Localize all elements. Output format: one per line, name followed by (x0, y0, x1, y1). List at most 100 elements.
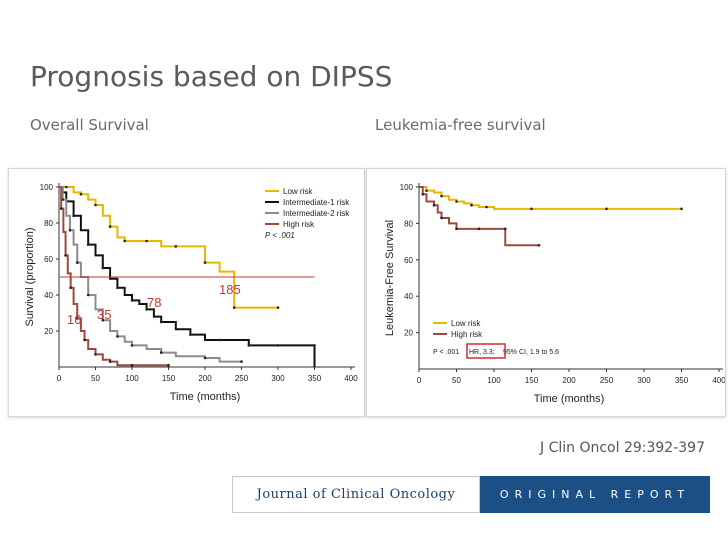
censor-mark (83, 338, 86, 342)
censor-mark (145, 308, 148, 311)
subtitle-overall-survival: Overall Survival (30, 116, 149, 134)
x-tick-label: 200 (198, 374, 212, 383)
censor-mark (167, 363, 170, 367)
x-tick-label: 400 (344, 374, 358, 383)
series-line-int2 (59, 186, 242, 363)
censor-mark (159, 320, 163, 324)
x-tick-label: 50 (91, 374, 100, 383)
legend-label: High risk (283, 220, 315, 229)
censor-mark (276, 306, 280, 309)
overall-survival-panel: 20 40 60 80 100 0 50 100 150 200 250 300 350 400 Time … (8, 168, 365, 417)
censor-mark (145, 239, 148, 243)
journal-banner: Journal of Clinical Oncology ORIGINAL RE… (232, 476, 710, 513)
leukemia-free-survival-panel: 20 40 60 80 100 0 50 100 150 200 250 300 350 400 Time … (366, 168, 726, 417)
legend-label: Intermediate-1 risk (283, 198, 350, 207)
y-tick-label: 60 (404, 256, 413, 265)
citation: J Clin Oncol 29:392-397 (540, 440, 705, 456)
censor-mark (130, 299, 134, 302)
censor-mark (440, 194, 443, 198)
y-tick-label: 40 (404, 292, 413, 301)
legend-label: Intermediate-2 risk (283, 209, 350, 218)
censor-mark (680, 207, 683, 211)
censor-mark (189, 333, 192, 336)
median-annotation: 16 (67, 312, 81, 327)
series-line-high (419, 186, 539, 247)
censor-mark (159, 351, 163, 354)
censor-mark (86, 243, 90, 246)
hr-highlight-box (466, 343, 506, 359)
series-line-low (419, 186, 682, 210)
censor-mark (485, 205, 488, 209)
censor-mark (440, 216, 443, 220)
censor-mark (116, 286, 119, 290)
x-tick-label: 0 (417, 376, 422, 385)
censor-mark (247, 344, 251, 347)
x-tick-label: 300 (637, 376, 651, 385)
censor-mark (240, 360, 243, 363)
censor-mark (130, 363, 134, 367)
censor-mark (503, 227, 507, 231)
censor-mark (68, 228, 72, 232)
censor-mark (123, 239, 126, 243)
legend-label: High risk (451, 330, 483, 339)
journal-name: Journal of Clinical Oncology (232, 476, 480, 513)
censor-mark (203, 261, 207, 264)
censor-mark (218, 338, 221, 342)
censor-mark (530, 207, 533, 211)
y-tick-label: 100 (400, 183, 414, 192)
y-tick-label: 100 (40, 183, 54, 192)
hazard-ratio: HR, 3.3; (469, 349, 495, 356)
censor-mark (72, 214, 75, 218)
censor-mark (203, 356, 207, 360)
y-tick-label: 60 (44, 255, 53, 264)
censor-mark (86, 293, 90, 297)
censor-mark (75, 317, 79, 320)
series-line-high (59, 186, 169, 367)
censor-mark (455, 200, 458, 203)
censor-mark (94, 203, 97, 207)
slide-title: Prognosis based on DIPSS (30, 60, 393, 93)
x-tick-label: 150 (525, 376, 539, 385)
censor-mark (116, 335, 119, 338)
median-annotation: 78 (147, 295, 161, 310)
x-tick-label: 150 (162, 374, 176, 383)
censor-mark (94, 353, 97, 356)
censor-mark (130, 344, 134, 347)
x-tick-label: 300 (271, 374, 285, 383)
x-tick-label: 100 (487, 376, 501, 385)
x-tick-label: 100 (125, 374, 139, 383)
series-line-low (59, 186, 278, 309)
censor-mark (79, 192, 83, 196)
censor-mark (421, 192, 425, 196)
censor-mark (101, 318, 105, 322)
median-annotation: 35 (97, 307, 111, 322)
p-value: P < .001 (433, 349, 459, 356)
censor-mark (425, 189, 428, 192)
censor-mark (108, 225, 112, 228)
journal-section: ORIGINAL REPORT (480, 476, 710, 513)
legend-label: Low risk (283, 187, 313, 196)
x-tick-label: 250 (235, 374, 249, 383)
leukemia-free-survival-chart: 20 40 60 80 100 0 50 100 150 200 250 300 350 400 Time … (384, 183, 726, 405)
legend-label: Low risk (451, 319, 481, 328)
x-tick-label: 400 (712, 376, 725, 385)
median-annotation: 185 (219, 282, 241, 297)
censor-mark (64, 254, 67, 257)
censor-mark (276, 344, 280, 347)
x-tick-label: 250 (600, 376, 614, 385)
censor-mark (477, 227, 481, 231)
y-tick-label: 80 (404, 219, 413, 228)
x-tick-label: 350 (675, 376, 689, 385)
series-line-int1 (59, 186, 316, 367)
censor-mark (605, 207, 608, 211)
censor-mark (432, 203, 436, 207)
subtitle-leukemia-free-survival: Leukemia-free survival (375, 116, 546, 134)
x-axis-label: Time (months) (534, 393, 605, 405)
x-tick-label: 50 (452, 376, 461, 385)
censor-mark (313, 344, 316, 347)
censor-mark (455, 227, 458, 231)
y-tick-label: 80 (44, 219, 53, 228)
censor-mark (69, 286, 72, 290)
censor-mark (108, 360, 112, 363)
y-tick-label: 20 (404, 329, 413, 338)
